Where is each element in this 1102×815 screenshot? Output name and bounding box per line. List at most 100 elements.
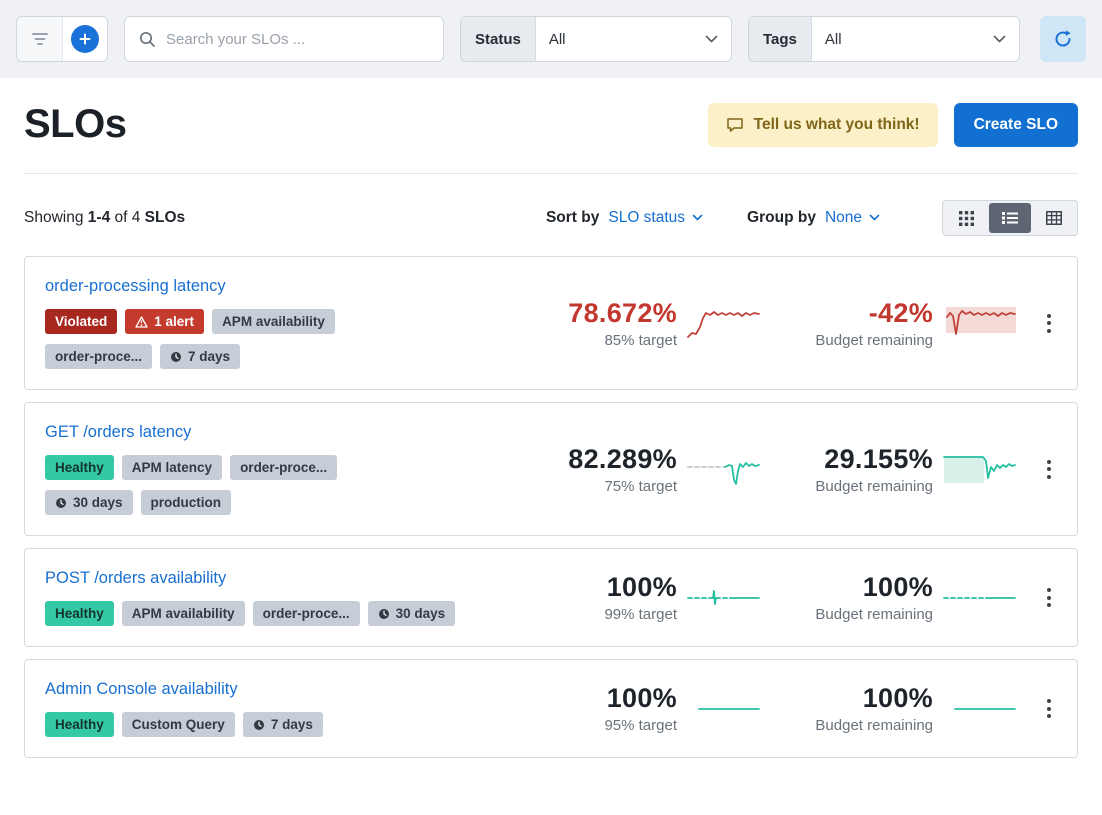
kebab-dot — [1047, 588, 1051, 592]
budget-value: 29.155% — [824, 443, 933, 474]
filter-panel-toggle-button[interactable] — [17, 17, 62, 61]
kebab-dot — [1047, 714, 1051, 718]
status-caption: 85% target — [604, 331, 677, 349]
group-by-select[interactable]: None — [825, 209, 880, 227]
stat-text: 82.289% 75% target — [568, 444, 677, 495]
sort-by-label: Sort by — [545, 209, 600, 226]
stat-text: 100% 99% target — [604, 572, 677, 623]
slo-card: GET /orders latency Healthy APM latency ord… — [24, 402, 1078, 536]
status-filter-control: Status All — [460, 16, 732, 62]
sort-by-select[interactable]: SLO status — [608, 209, 703, 227]
add-filter-button[interactable] — [62, 17, 107, 61]
page-header: SLOs Tell us what you think! Create SLO — [0, 78, 1102, 147]
chevron-down-icon — [993, 35, 1006, 42]
stat-text: 100% Budget remaining — [815, 683, 933, 734]
budget-stat: -42% Budget remaining — [761, 298, 1017, 349]
badge-label: Healthy — [55, 460, 104, 475]
status-value: 82.289% — [568, 443, 677, 474]
status-caption: 99% target — [604, 606, 677, 623]
list-view-button[interactable] — [989, 203, 1031, 233]
stat-text: 100% 95% target — [604, 683, 677, 734]
timeframe-badge: 30 days — [45, 490, 133, 515]
budget-sparkline — [943, 596, 1016, 599]
status-filter-select[interactable]: All — [535, 17, 731, 61]
stat-text: 100% Budget remaining — [815, 572, 933, 623]
create-slo-button[interactable]: Create SLO — [953, 102, 1078, 147]
grid-view-button[interactable] — [945, 203, 987, 233]
badge-label: Custom Query — [131, 717, 225, 732]
list-controls: Showing 1-4 of 4 SLOs Sort by SLO status… — [24, 200, 1078, 236]
budget-sparkline — [954, 707, 1016, 710]
budget-value: -42% — [868, 297, 933, 328]
tag-badge: order-proce... — [252, 601, 360, 626]
feedback-button[interactable]: Tell us what you think! — [707, 102, 938, 147]
badge-label: Violated — [55, 314, 108, 329]
slo-search-box — [124, 16, 444, 62]
group-by-control: Group by None — [747, 209, 880, 227]
tags-filter-select[interactable]: All — [811, 17, 1019, 61]
status-sparkline — [687, 462, 760, 485]
slo-card-info: GET /orders latency Healthy APM latency ord… — [45, 423, 529, 515]
table-view-button[interactable] — [1033, 203, 1075, 233]
status-badge: Violated — [45, 309, 118, 334]
slo-title-link[interactable]: Admin Console availability — [45, 680, 238, 698]
showing-range: 1-4 — [87, 209, 111, 226]
budget-value: 100% — [862, 572, 933, 602]
card-options-kebab-button[interactable] — [1041, 691, 1057, 726]
alert-count-badge: 1 alert — [125, 309, 205, 334]
status-sparkline — [698, 707, 760, 710]
badge-label: 30 days — [395, 606, 446, 621]
badge-label: order-proce... — [262, 606, 350, 621]
tags-filter-value: All — [824, 30, 842, 48]
top-toolbar: Status All Tags All — [0, 0, 1102, 78]
view-mode-toggle — [942, 200, 1078, 236]
refresh-button[interactable] — [1040, 16, 1086, 62]
timeframe-badge: 7 days — [242, 712, 323, 737]
card-options-kebab-button[interactable] — [1041, 580, 1057, 615]
results-summary: Showing 1-4 of 4 SLOs — [24, 209, 185, 227]
card-options-kebab-button[interactable] — [1041, 306, 1057, 341]
badge-row: Healthy Custom Query 7 days — [45, 712, 529, 737]
slo-title-link[interactable]: POST /orders availability — [45, 569, 227, 587]
header-actions: Tell us what you think! Create SLO — [707, 102, 1078, 147]
showing-prefix: Showing — [24, 209, 84, 226]
search-input[interactable] — [166, 30, 430, 48]
badge-row: Healthy APM availability order-proce... 30 … — [45, 601, 529, 626]
badge-label: 7 days — [270, 717, 313, 732]
warning-icon — [135, 315, 148, 328]
slo-card: Admin Console availability Healthy Custom … — [24, 659, 1078, 758]
card-options-kebab-button[interactable] — [1041, 452, 1057, 487]
kebab-dot — [1047, 321, 1051, 325]
budget-caption: Budget remaining — [815, 717, 933, 734]
clock-icon — [56, 497, 66, 508]
badge-label: APM availability — [222, 314, 325, 329]
header-divider — [24, 173, 1078, 174]
status-value: 100% — [606, 683, 677, 713]
status-filter-value: All — [548, 30, 566, 48]
badge-label: APM availability — [131, 606, 235, 621]
kebab-dot — [1047, 459, 1051, 464]
status-stat: 82.289% 75% target — [529, 444, 761, 495]
status-badge: Healthy — [45, 712, 114, 737]
badge-label: 30 days — [73, 495, 123, 510]
kebab-dot — [1047, 706, 1051, 711]
filter-icon — [31, 33, 48, 45]
budget-caption: Budget remaining — [815, 331, 933, 349]
filter-button-group — [16, 16, 108, 62]
tags-filter-label: Tags — [749, 17, 812, 61]
budget-stat: 100% Budget remaining — [761, 572, 1017, 623]
budget-caption: Budget remaining — [815, 606, 933, 623]
slo-title-link[interactable]: GET /orders latency — [45, 423, 192, 441]
slo-title-link[interactable]: order-processing latency — [45, 277, 226, 295]
tags-filter-control: Tags All — [748, 16, 1020, 62]
status-stat: 78.672% 85% target — [529, 298, 761, 349]
tag-badge: APM availability — [212, 309, 335, 334]
slo-card-info: POST /orders availability Healthy APM avai… — [45, 569, 529, 626]
chevron-down-icon — [869, 214, 880, 221]
badge-label: order-proce... — [240, 460, 328, 475]
showing-of: of 4 — [114, 209, 141, 226]
badge-label: Healthy — [55, 606, 104, 621]
status-caption: 75% target — [604, 477, 677, 495]
status-value: 78.672% — [568, 297, 677, 328]
showing-noun: SLOs — [144, 209, 186, 226]
